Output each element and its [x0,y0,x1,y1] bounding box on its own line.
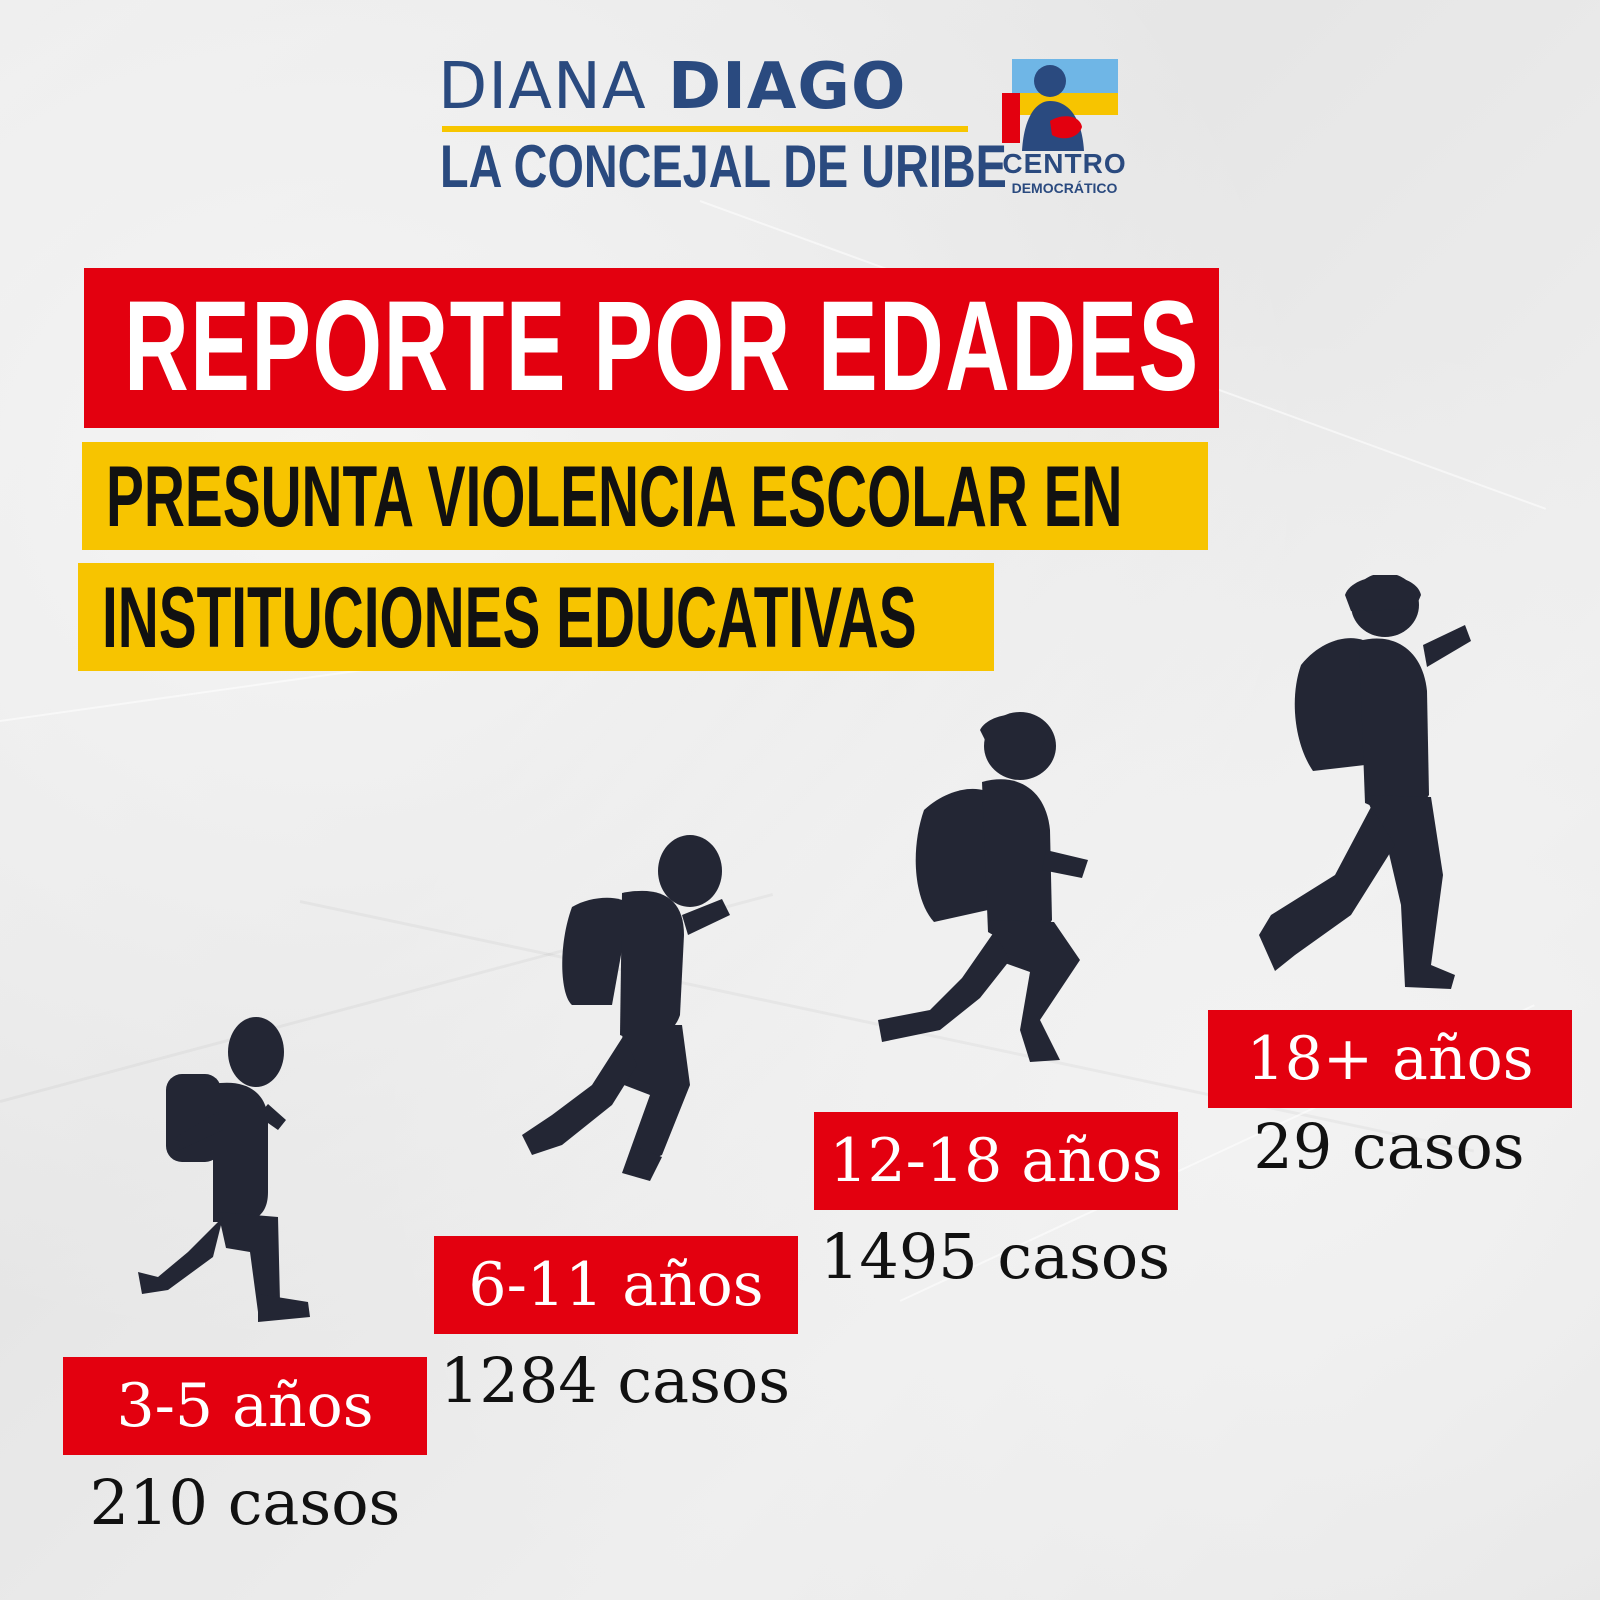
subtitle-banner-1: PRESUNTA VIOLENCIA ESCOLAR EN [82,442,1208,550]
case-count-3-5: 210 casos [89,1466,401,1539]
page-title: REPORTE POR EDADES [124,275,1200,418]
child-silhouette-icon [118,1012,318,1342]
age-label-18-plus: 18+ años [1208,1010,1572,1108]
child-silhouette-icon [1255,575,1495,1005]
age-label-6-11: 6-11 años [434,1236,798,1334]
age-label-12-18: 12-18 años [814,1112,1178,1210]
brand-block: DIANA DIAGO LA CONCEJAL DE URIBE [438,52,1007,200]
subtitle-line-1: PRESUNTA VIOLENCIA ESCOLAR EN [106,449,1123,545]
subtitle-line-2: INSTITUCIONES EDUCATIVAS [102,570,917,666]
case-count-18-plus: 29 casos [1253,1110,1525,1183]
brand-first-name: DIANA [438,50,647,124]
child-silhouette-icon [870,710,1110,1090]
age-label-3-5: 3-5 años [63,1357,427,1455]
party-name: CENTRO [1002,148,1127,179]
subtitle-banner-2: INSTITUCIONES EDUCATIVAS [78,563,994,671]
party-name-sub: DEMOCRÁTICO [1011,180,1118,196]
brand-last-name: DIAGO [667,50,907,124]
brand-underline [442,126,968,132]
child-silhouette-icon [512,835,742,1205]
brand-subtitle: LA CONCEJAL DE URIBE [440,133,1007,200]
case-count-6-11: 1284 casos [439,1344,791,1417]
case-count-12-18: 1495 casos [819,1220,1171,1293]
brand-name: DIANA DIAGO [438,52,978,122]
party-logo-icon [988,55,1140,205]
title-banner: REPORTE POR EDADES [84,268,1219,428]
